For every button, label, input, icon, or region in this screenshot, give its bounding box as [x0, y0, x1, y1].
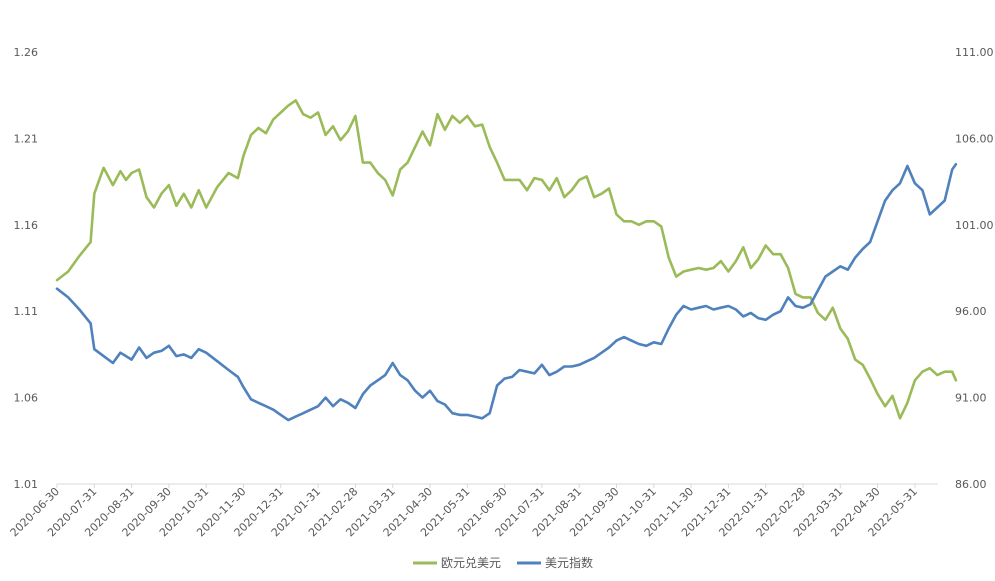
- right-tick-label: 101.00: [955, 219, 994, 232]
- left-tick-label: 1.26: [14, 46, 39, 59]
- series-line-dxy: [55, 163, 958, 422]
- legend-label-dxy: 美元指数: [545, 555, 593, 570]
- series-line-eurusd: [55, 99, 958, 420]
- legend: 欧元兑美元 美元指数: [413, 555, 593, 570]
- left-tick-label: 1.21: [14, 132, 39, 145]
- right-tick-label: 86.00: [955, 478, 987, 491]
- left-tick-label: 1.01: [14, 478, 39, 491]
- legend-label-eurusd: 欧元兑美元: [441, 556, 501, 570]
- left-tick-label: 1.11: [14, 305, 39, 318]
- right-y-axis: 86.00 91.00 96.00 101.00 106.00 111.00: [955, 46, 994, 491]
- left-tick-label: 1.06: [14, 392, 39, 405]
- right-tick-label: 96.00: [955, 305, 987, 318]
- right-tick-label: 111.00: [955, 46, 994, 59]
- right-tick-label: 91.00: [955, 392, 987, 405]
- x-axis: 2020-06-302020-07-312020-08-312020-09-30…: [8, 483, 938, 539]
- right-tick-label: 106.00: [955, 132, 994, 145]
- left-tick-label: 1.16: [14, 219, 39, 232]
- series-layer: [55, 99, 958, 422]
- left-y-axis: 1.01 1.06 1.11 1.16 1.21 1.26: [14, 46, 39, 491]
